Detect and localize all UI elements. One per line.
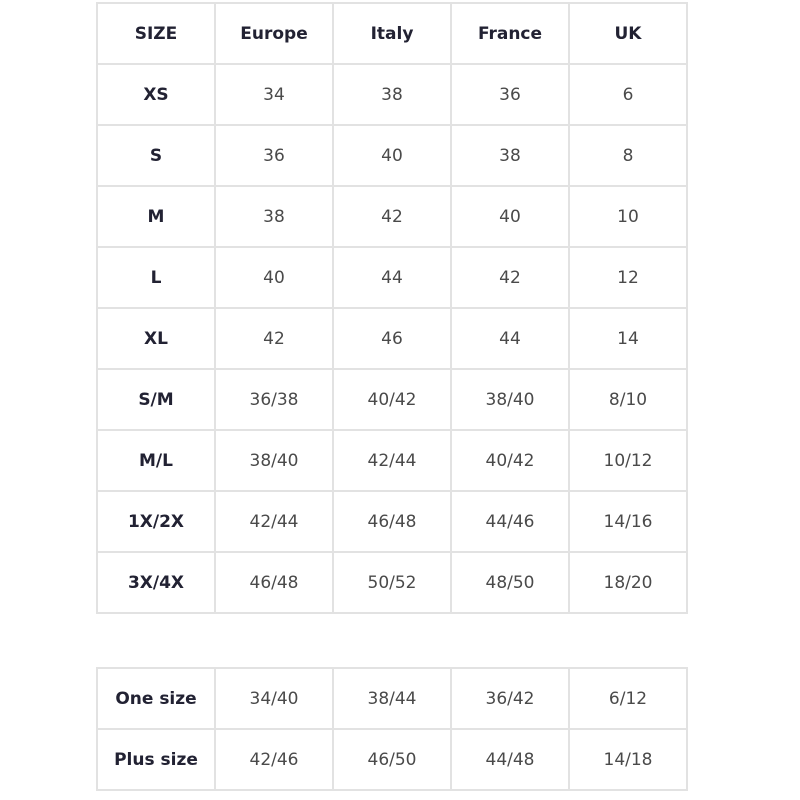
size-label-cell: 1X/2X <box>96 490 216 553</box>
size-label-cell: M <box>96 185 216 248</box>
table-row: L 40 44 42 12 <box>96 246 688 309</box>
table-row: 3X/4X 46/48 50/52 48/50 18/20 <box>96 551 688 614</box>
size-label-cell: 3X/4X <box>96 551 216 614</box>
size-value-cell: 38 <box>332 63 452 126</box>
column-header: France <box>450 2 570 65</box>
size-label-cell: M/L <box>96 429 216 492</box>
table-row: 1X/2X 42/44 46/48 44/46 14/16 <box>96 490 688 553</box>
size-value-cell: 44/48 <box>450 728 570 791</box>
size-value-cell: 40/42 <box>450 429 570 492</box>
size-label-cell: L <box>96 246 216 309</box>
table-row: Plus size 42/46 46/50 44/48 14/18 <box>96 728 688 791</box>
size-value-cell: 42/44 <box>332 429 452 492</box>
size-value-cell: 38/44 <box>332 667 452 730</box>
size-value-cell: 40 <box>332 124 452 187</box>
size-value-cell: 14 <box>568 307 688 370</box>
size-value-cell: 44 <box>332 246 452 309</box>
size-value-cell: 46/48 <box>332 490 452 553</box>
size-value-cell: 14/18 <box>568 728 688 791</box>
size-value-cell: 6 <box>568 63 688 126</box>
size-label-cell: Plus size <box>96 728 216 791</box>
size-value-cell: 40 <box>450 185 570 248</box>
size-value-cell: 46/50 <box>332 728 452 791</box>
size-value-cell: 38 <box>450 124 570 187</box>
size-value-cell: 38 <box>214 185 334 248</box>
size-value-cell: 36/38 <box>214 368 334 431</box>
table-row: S/M 36/38 40/42 38/40 8/10 <box>96 368 688 431</box>
size-value-cell: 40 <box>214 246 334 309</box>
table-row: M 38 42 40 10 <box>96 185 688 248</box>
size-value-cell: 42/44 <box>214 490 334 553</box>
size-value-cell: 42 <box>450 246 570 309</box>
table-row: One size 34/40 38/44 36/42 6/12 <box>96 667 688 730</box>
size-value-cell: 14/16 <box>568 490 688 553</box>
column-header: Italy <box>332 2 452 65</box>
column-header: Europe <box>214 2 334 65</box>
size-value-cell: 34 <box>214 63 334 126</box>
size-value-cell: 44 <box>450 307 570 370</box>
size-value-cell: 34/40 <box>214 667 334 730</box>
size-value-cell: 40/42 <box>332 368 452 431</box>
size-value-cell: 12 <box>568 246 688 309</box>
table-row: XS 34 38 36 6 <box>96 63 688 126</box>
size-value-cell: 8 <box>568 124 688 187</box>
size-value-cell: 6/12 <box>568 667 688 730</box>
size-value-cell: 10/12 <box>568 429 688 492</box>
size-value-cell: 44/46 <box>450 490 570 553</box>
column-header: SIZE <box>96 2 216 65</box>
size-conversion-table: SIZE Europe Italy France UK XS 34 38 36 6 S 36 40 38 8… <box>96 2 688 614</box>
size-label-cell: S/M <box>96 368 216 431</box>
column-header: UK <box>568 2 688 65</box>
size-value-cell: 42 <box>332 185 452 248</box>
size-value-cell: 18/20 <box>568 551 688 614</box>
size-value-cell: 36 <box>214 124 334 187</box>
size-value-cell: 46 <box>332 307 452 370</box>
size-label-cell: XS <box>96 63 216 126</box>
size-value-cell: 38/40 <box>214 429 334 492</box>
size-value-cell: 50/52 <box>332 551 452 614</box>
size-value-cell: 46/48 <box>214 551 334 614</box>
size-value-cell: 42 <box>214 307 334 370</box>
size-value-cell: 36/42 <box>450 667 570 730</box>
header-row: SIZE Europe Italy France UK <box>96 2 688 65</box>
size-label-cell: S <box>96 124 216 187</box>
table-row: XL 42 46 44 14 <box>96 307 688 370</box>
table-row: S 36 40 38 8 <box>96 124 688 187</box>
size-value-cell: 42/46 <box>214 728 334 791</box>
size-value-cell: 38/40 <box>450 368 570 431</box>
size-value-cell: 36 <box>450 63 570 126</box>
size-value-cell: 48/50 <box>450 551 570 614</box>
size-value-cell: 10 <box>568 185 688 248</box>
size-label-cell: XL <box>96 307 216 370</box>
one-plus-size-table: One size 34/40 38/44 36/42 6/12 Plus size 42/4… <box>96 667 688 791</box>
table-row: M/L 38/40 42/44 40/42 10/12 <box>96 429 688 492</box>
size-label-cell: One size <box>96 667 216 730</box>
size-value-cell: 8/10 <box>568 368 688 431</box>
